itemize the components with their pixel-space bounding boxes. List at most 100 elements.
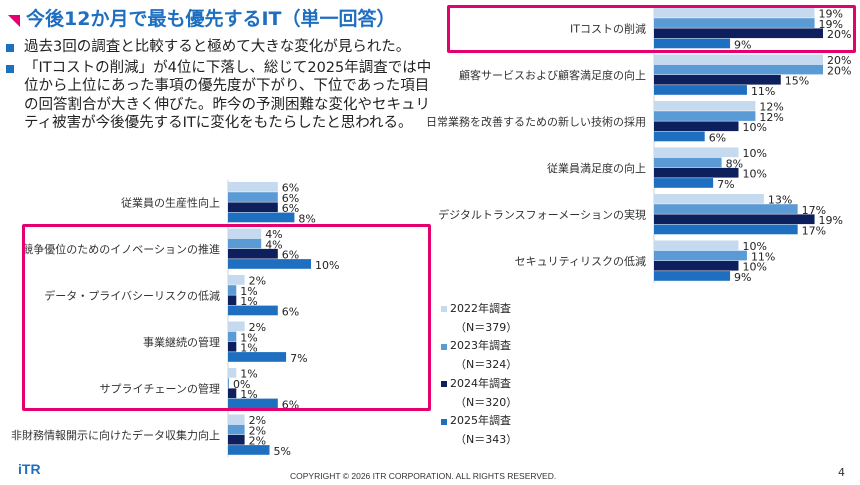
legend-swatch	[441, 343, 447, 350]
data-label: 10%	[743, 261, 767, 274]
bar	[228, 352, 287, 362]
data-label: 7%	[717, 178, 734, 191]
data-label: 20%	[827, 28, 851, 41]
bar	[654, 178, 714, 188]
bar	[654, 260, 739, 271]
bar	[228, 248, 278, 259]
data-label: 2%	[249, 321, 266, 334]
highlight-box-top-right	[447, 5, 856, 53]
bar	[654, 64, 823, 75]
bar	[228, 424, 245, 435]
category-label: 顧客サービスおよび顧客満足度の向上	[459, 68, 646, 82]
data-label: 6%	[282, 182, 299, 195]
data-label: 11%	[751, 250, 775, 263]
data-label: 2%	[249, 275, 266, 288]
bar	[654, 250, 747, 261]
data-label: 6%	[282, 305, 299, 318]
bar	[228, 368, 237, 378]
bar	[228, 341, 237, 352]
legend-item-2025: 2025年調査	[441, 412, 517, 431]
bar	[228, 228, 262, 239]
legend-label: 2024年調査	[450, 376, 511, 390]
bar	[228, 305, 278, 316]
data-label: 15%	[785, 75, 809, 88]
data-label: 12%	[759, 101, 783, 114]
bar	[228, 414, 245, 425]
square-bullet-icon	[6, 64, 14, 73]
category-label: 従業員の生産性向上	[121, 195, 220, 209]
legend-label: 2025年調査	[450, 414, 511, 428]
legend-n: （N＝343）	[455, 432, 518, 446]
bar	[654, 74, 781, 85]
bar	[654, 38, 731, 49]
bullet-text: 「ITコストの削減」が4位に下落し、総じて2025年調査では中位から上位にあった…	[24, 59, 432, 132]
legend-n: （N＝379）	[455, 320, 518, 334]
bar	[228, 259, 311, 269]
bar	[654, 167, 739, 178]
category-label: 非財務情報開示に向けたデータ収集力向上	[11, 428, 220, 442]
legend-swatch	[441, 418, 447, 425]
bar	[654, 54, 823, 65]
square-bullet-icon	[6, 44, 14, 52]
data-label: 10%	[743, 240, 767, 253]
bar	[654, 240, 739, 251]
bar	[654, 131, 705, 142]
data-label: 19%	[819, 8, 843, 21]
data-label: 1%	[240, 388, 257, 401]
category-label: 競争優位のためのイノベーションの推進	[22, 242, 220, 256]
data-label: 5%	[274, 445, 291, 458]
data-label: 8%	[298, 212, 315, 225]
bar	[654, 28, 823, 39]
data-label: 17%	[802, 204, 826, 217]
bar	[228, 378, 229, 388]
data-label: 13%	[768, 194, 792, 207]
bar	[228, 192, 278, 202]
data-label: 4%	[265, 228, 282, 241]
highlight-box-left	[22, 224, 431, 411]
bar	[228, 445, 270, 455]
data-label: 20%	[827, 54, 851, 67]
data-label: 2%	[249, 414, 266, 427]
bar	[654, 18, 815, 28]
bar	[228, 321, 245, 332]
bullet-list: 過去3回の調査と比較すると極めて大きな変化が見られた。 「ITコストの削減」が4…	[6, 38, 436, 135]
category-label: サプライチェーンの管理	[100, 381, 220, 395]
itr-logo: iTR	[18, 461, 41, 477]
title-text: 今後12か月で最も優先するIT（単一回答）	[26, 8, 396, 30]
slide-title: 今後12か月で最も優先するIT（単一回答）	[8, 4, 395, 31]
bar	[228, 182, 278, 192]
category-label: データ・プライバシーリスクの低減	[44, 288, 220, 302]
bar	[228, 212, 295, 223]
category-label: 従業員満足度の向上	[547, 161, 646, 175]
data-label: 6%	[282, 192, 299, 205]
legend-item-2023: 2023年調査	[441, 337, 517, 356]
category-label: 事業継続の管理	[143, 335, 220, 349]
data-label: 6%	[282, 249, 299, 262]
bar	[654, 194, 764, 204]
chart-legend: 2022年調査 （N＝379） 2023年調査 （N＝324） 2024年調査 …	[441, 300, 517, 450]
data-label: 9%	[734, 271, 751, 284]
bar	[228, 295, 237, 306]
data-label: 17%	[802, 224, 826, 237]
bar	[654, 85, 747, 95]
bar	[654, 8, 815, 18]
data-label: 1%	[240, 295, 257, 308]
page-number: 4	[838, 466, 845, 479]
data-label: 6%	[282, 202, 299, 215]
data-label: 10%	[743, 147, 767, 160]
data-label: 4%	[265, 238, 282, 251]
data-label: 19%	[819, 214, 843, 227]
bar	[228, 398, 278, 409]
data-label: 10%	[315, 259, 339, 272]
data-label: 2%	[249, 424, 266, 437]
data-label: 12%	[759, 111, 783, 124]
legend-n: （N＝320）	[455, 395, 518, 409]
bar	[654, 147, 739, 158]
bar	[654, 121, 739, 132]
legend-label: 2023年調査	[450, 339, 511, 353]
bar	[228, 331, 237, 342]
bar	[228, 238, 262, 249]
bar	[228, 285, 237, 295]
data-label: 9%	[734, 38, 751, 51]
